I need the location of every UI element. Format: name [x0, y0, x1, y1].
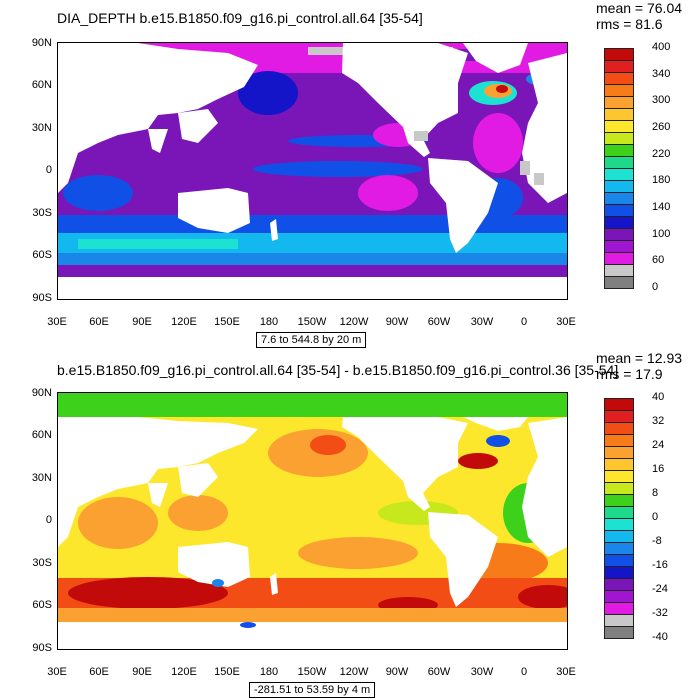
lon-tick: 150W: [297, 666, 327, 678]
mean-value: mean = 76.04: [596, 0, 683, 16]
colorbar-label: -32: [652, 607, 668, 619]
lon-tick: 120E: [171, 666, 197, 678]
lat-tick: 90S: [32, 292, 52, 304]
rms-value: rms = 81.6: [596, 16, 663, 32]
lat-tick: 60N: [31, 429, 52, 441]
lon-tick: 30E: [556, 666, 576, 678]
plot-title: b.e15.B1850.f09_g16.pi_control.all.64 [3…: [57, 362, 619, 378]
colorbar: 40 32 24 16 8 0 -8 -16 -24 -32 -40: [604, 391, 668, 643]
colorbar-swatch: [604, 276, 634, 289]
lat-tick: 90N: [31, 37, 52, 49]
colorbar-label: 0: [652, 511, 659, 523]
colorbar-label: 340: [652, 67, 671, 80]
mean-value: mean = 12.93: [596, 350, 683, 366]
lon-tick: 90W: [385, 316, 409, 328]
lon-tick: 30E: [556, 316, 576, 328]
lon-tick: 30W: [470, 316, 494, 328]
panel-dia-depth: DIA_DEPTH b.e15.B1850.f09_g16.pi_control…: [31, 0, 683, 348]
lon-tick: 30E: [47, 316, 67, 328]
colorbar-label: 260: [652, 121, 671, 133]
lat-tick: 0: [45, 164, 52, 176]
colorbar-label: -24: [652, 583, 668, 595]
colorbar-label: 24: [652, 439, 665, 451]
colorbar: 400 340 300 260 220 180 140 100 60 0: [604, 41, 670, 293]
lon-tick: 150E: [214, 316, 240, 328]
contour-range-label: -281.51 to 53.59 by 4 m: [249, 682, 376, 698]
lon-tick: 0: [520, 316, 528, 328]
lon-tick: 180: [259, 316, 279, 328]
contour-range-label: 7.6 to 544.8 by 20 m: [256, 332, 367, 348]
lat-tick: 60S: [32, 249, 52, 261]
lat-tick: 90S: [32, 642, 52, 654]
colorbar-label: 8: [652, 487, 659, 499]
colorbar-swatch: [604, 626, 634, 639]
lat-tick: 30S: [32, 207, 52, 219]
lon-tick: 90W: [385, 666, 409, 678]
map-field: [58, 43, 567, 299]
lon-tick: 120E: [171, 316, 197, 328]
lat-tick: 30S: [32, 557, 52, 569]
lon-tick: 90E: [132, 316, 152, 328]
lat-tick: 30N: [31, 472, 52, 484]
colorbar-label: 40: [652, 391, 665, 403]
lon-tick: 30W: [470, 666, 494, 678]
plot-title: DIA_DEPTH b.e15.B1850.f09_g16.pi_control…: [57, 10, 423, 26]
lon-tick: 60E: [89, 666, 109, 678]
map-plot: [57, 392, 568, 650]
lon-tick: 150E: [214, 666, 240, 678]
colorbar-label: 180: [652, 174, 671, 187]
lon-tick: 60W: [427, 316, 451, 328]
colorbar-label: 60: [652, 254, 665, 267]
lon-tick: 150W: [297, 316, 327, 328]
lon-tick: 60E: [89, 316, 109, 328]
lon-tick: 0: [520, 666, 528, 678]
colorbar-label: 300: [652, 94, 671, 107]
lat-tick: 60S: [32, 599, 52, 611]
lon-tick: 120W: [339, 666, 369, 678]
map-field: [58, 393, 567, 649]
colorbar-label: 16: [652, 463, 665, 475]
colorbar-label: 0: [652, 281, 659, 293]
colorbar-label: -8: [652, 535, 662, 547]
colorbar-label: -40: [652, 631, 668, 643]
lon-tick: 30E: [47, 666, 67, 678]
lon-tick: 180: [259, 666, 279, 678]
colorbar-label: 140: [652, 201, 671, 213]
rms-value: rms = 17.9: [596, 366, 663, 382]
colorbar-label: 220: [652, 147, 671, 160]
lat-tick: 0: [45, 514, 52, 526]
lon-tick: 60W: [427, 666, 451, 678]
lon-tick: 120W: [339, 316, 369, 328]
colorbar-label: 400: [652, 41, 671, 53]
lon-tick: 90E: [132, 666, 152, 678]
colorbar-label: 32: [652, 415, 665, 427]
lat-tick: 60N: [31, 79, 52, 91]
map-plot: [57, 42, 568, 300]
lat-tick: 90N: [31, 387, 52, 399]
colorbar-label: 100: [652, 227, 671, 240]
lat-tick: 30N: [31, 122, 52, 134]
panel-dia-depth-difference: b.e15.B1850.f09_g16.pi_control.all.64 [3…: [0, 350, 700, 700]
colorbar-label: -16: [652, 559, 668, 571]
